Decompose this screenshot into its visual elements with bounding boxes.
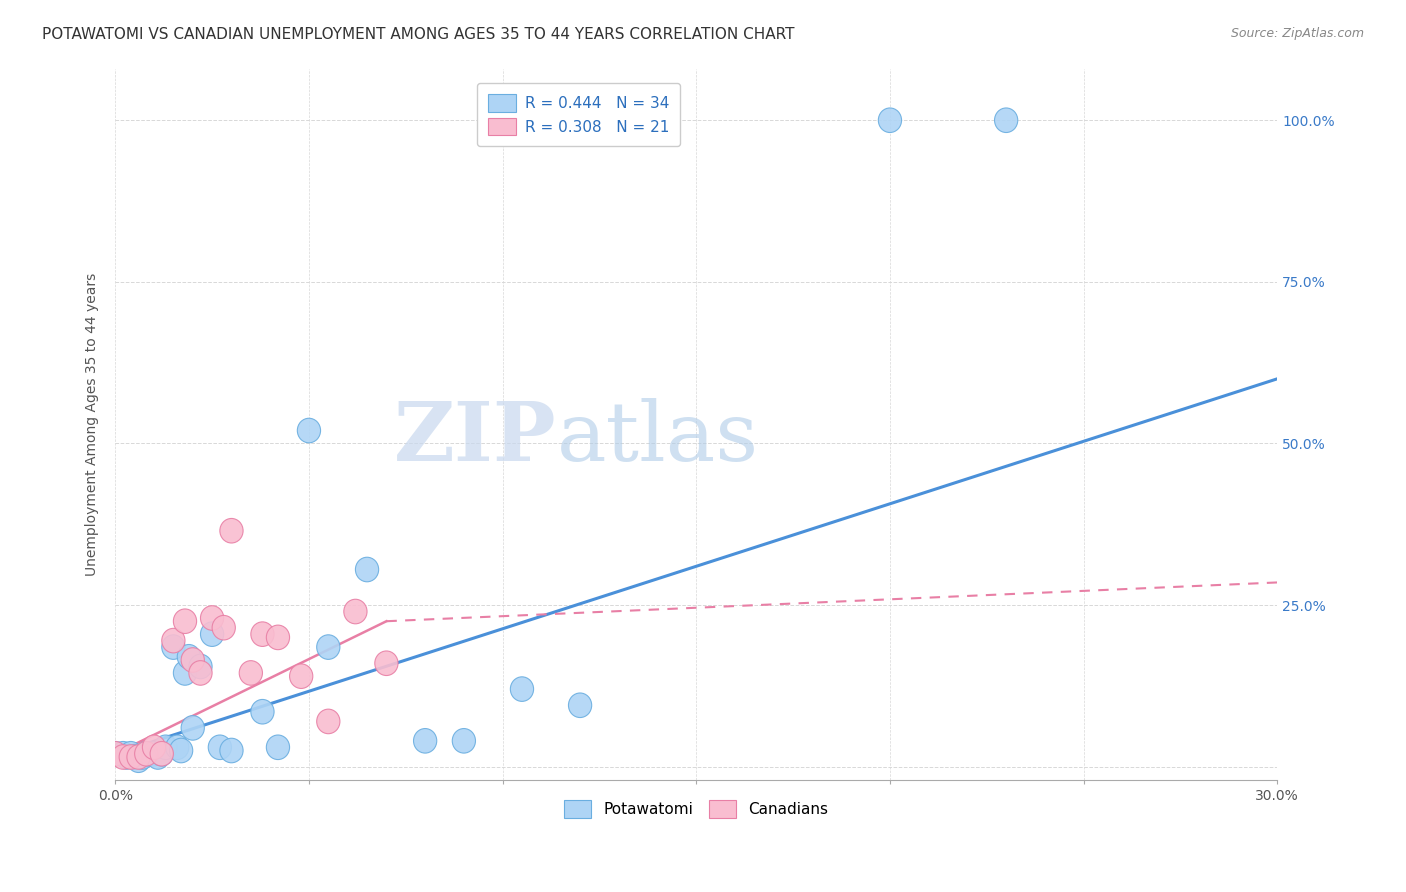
Ellipse shape bbox=[120, 741, 142, 766]
Ellipse shape bbox=[166, 735, 188, 760]
Ellipse shape bbox=[173, 661, 197, 685]
Ellipse shape bbox=[219, 739, 243, 763]
Ellipse shape bbox=[170, 739, 193, 763]
Ellipse shape bbox=[201, 622, 224, 647]
Ellipse shape bbox=[131, 745, 155, 769]
Ellipse shape bbox=[127, 745, 150, 769]
Ellipse shape bbox=[162, 628, 186, 653]
Ellipse shape bbox=[250, 699, 274, 724]
Ellipse shape bbox=[111, 741, 135, 766]
Ellipse shape bbox=[212, 615, 235, 640]
Ellipse shape bbox=[115, 745, 139, 769]
Ellipse shape bbox=[142, 735, 166, 760]
Ellipse shape bbox=[266, 735, 290, 760]
Ellipse shape bbox=[104, 741, 127, 766]
Ellipse shape bbox=[994, 108, 1018, 133]
Ellipse shape bbox=[250, 622, 274, 647]
Ellipse shape bbox=[135, 741, 157, 766]
Text: POTAWATOMI VS CANADIAN UNEMPLOYMENT AMONG AGES 35 TO 44 YEARS CORRELATION CHART: POTAWATOMI VS CANADIAN UNEMPLOYMENT AMON… bbox=[42, 27, 794, 42]
Ellipse shape bbox=[150, 741, 173, 766]
Ellipse shape bbox=[122, 745, 146, 769]
Ellipse shape bbox=[155, 735, 177, 760]
Ellipse shape bbox=[173, 609, 197, 633]
Ellipse shape bbox=[316, 709, 340, 734]
Ellipse shape bbox=[127, 747, 150, 772]
Ellipse shape bbox=[177, 645, 201, 669]
Ellipse shape bbox=[111, 745, 135, 769]
Ellipse shape bbox=[297, 418, 321, 442]
Text: atlas: atlas bbox=[557, 399, 759, 478]
Ellipse shape bbox=[146, 745, 170, 769]
Ellipse shape bbox=[188, 661, 212, 685]
Ellipse shape bbox=[181, 648, 204, 673]
Ellipse shape bbox=[219, 518, 243, 543]
Ellipse shape bbox=[413, 729, 437, 753]
Ellipse shape bbox=[239, 661, 263, 685]
Ellipse shape bbox=[266, 625, 290, 649]
Ellipse shape bbox=[120, 745, 142, 769]
Ellipse shape bbox=[356, 558, 378, 582]
Text: Source: ZipAtlas.com: Source: ZipAtlas.com bbox=[1230, 27, 1364, 40]
Legend: Potawatomi, Canadians: Potawatomi, Canadians bbox=[557, 792, 837, 825]
Y-axis label: Unemployment Among Ages 35 to 44 years: Unemployment Among Ages 35 to 44 years bbox=[86, 272, 100, 575]
Ellipse shape bbox=[510, 677, 534, 701]
Ellipse shape bbox=[453, 729, 475, 753]
Ellipse shape bbox=[375, 651, 398, 675]
Ellipse shape bbox=[135, 741, 157, 766]
Ellipse shape bbox=[879, 108, 901, 133]
Ellipse shape bbox=[150, 741, 173, 766]
Ellipse shape bbox=[139, 741, 162, 766]
Ellipse shape bbox=[568, 693, 592, 717]
Ellipse shape bbox=[142, 741, 166, 766]
Ellipse shape bbox=[162, 635, 186, 659]
Ellipse shape bbox=[201, 606, 224, 631]
Ellipse shape bbox=[188, 654, 212, 679]
Text: ZIP: ZIP bbox=[394, 399, 557, 478]
Ellipse shape bbox=[344, 599, 367, 624]
Ellipse shape bbox=[290, 664, 312, 689]
Ellipse shape bbox=[104, 741, 127, 766]
Ellipse shape bbox=[208, 735, 232, 760]
Ellipse shape bbox=[316, 635, 340, 659]
Ellipse shape bbox=[181, 715, 204, 740]
